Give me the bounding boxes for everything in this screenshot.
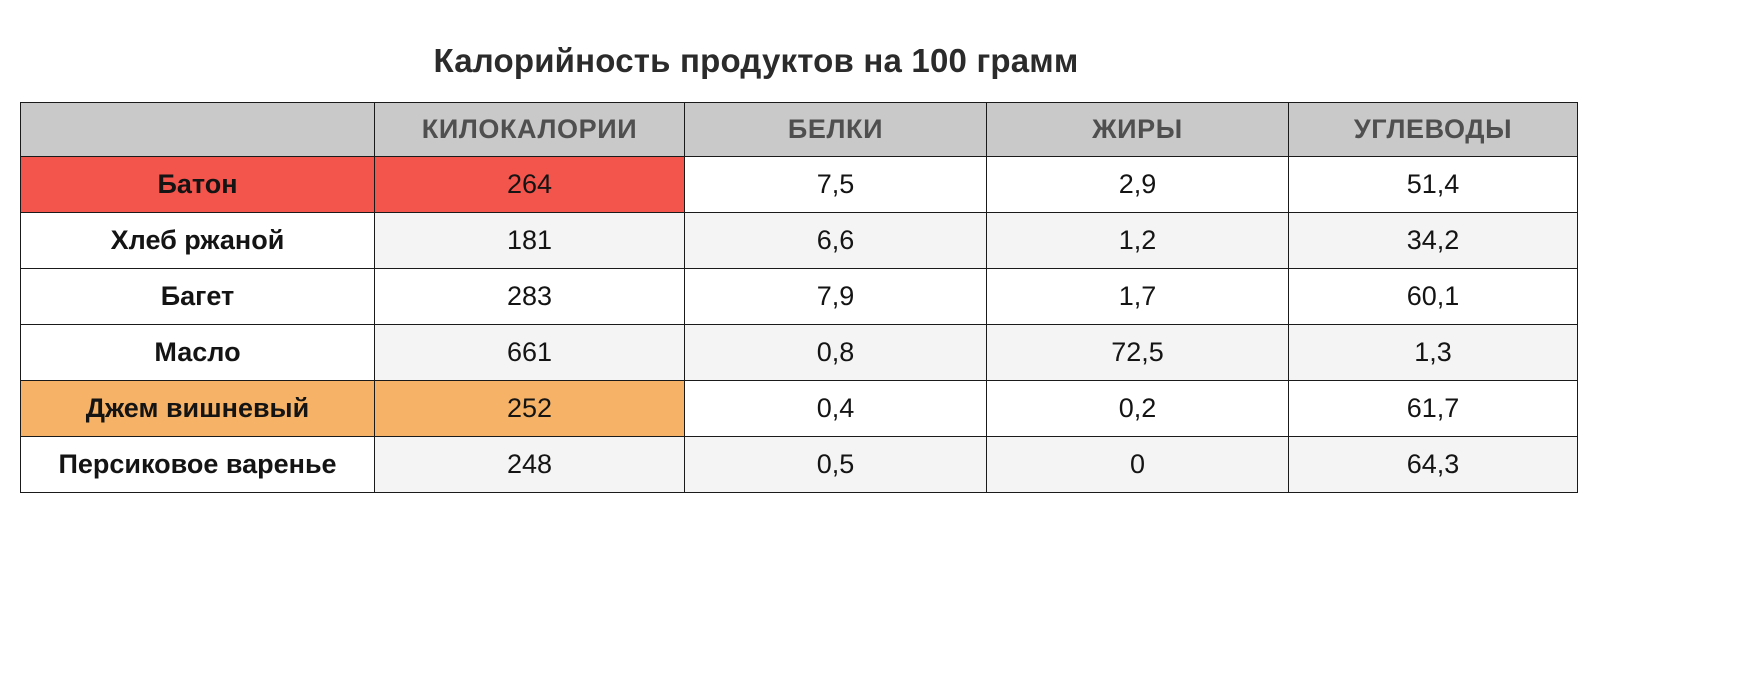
value-cell: 661 <box>374 324 685 381</box>
column-header-cell: ЖИРЫ <box>986 102 1289 157</box>
value-cell: 0,2 <box>986 380 1289 437</box>
table-row: Батон 264 7,5 2,9 51,4 <box>20 156 1578 213</box>
page: Калорийность продуктов на 100 грамм КИЛО… <box>0 42 1758 688</box>
value-cell: 51,4 <box>1288 156 1578 213</box>
value-cell: 64,3 <box>1288 436 1578 493</box>
calories-table: КИЛОКАЛОРИИ БЕЛКИ ЖИРЫ УГЛЕВОДЫ Батон 264 7,5… <box>20 102 1578 493</box>
table-row: Персиковое варенье 248 0,5 0 64,3 <box>20 436 1578 493</box>
row-label-cell: Хлеб ржаной <box>20 212 375 269</box>
value-cell: 252 <box>374 380 685 437</box>
table-row: Масло 661 0,8 72,5 1,3 <box>20 324 1578 381</box>
row-label-cell: Масло <box>20 324 375 381</box>
value-cell: 6,6 <box>684 212 987 269</box>
value-cell: 248 <box>374 436 685 493</box>
column-header-cell: УГЛЕВОДЫ <box>1288 102 1578 157</box>
value-cell: 7,9 <box>684 268 987 325</box>
header-row: КИЛОКАЛОРИИ БЕЛКИ ЖИРЫ УГЛЕВОДЫ <box>20 102 1578 157</box>
value-cell: 60,1 <box>1288 268 1578 325</box>
value-cell: 1,3 <box>1288 324 1578 381</box>
page-title: Калорийность продуктов на 100 грамм <box>433 42 1079 79</box>
value-cell: 181 <box>374 212 685 269</box>
value-cell: 34,2 <box>1288 212 1578 269</box>
row-label-cell: Багет <box>20 268 375 325</box>
value-cell: 0,8 <box>684 324 987 381</box>
corner-header-cell <box>20 102 375 157</box>
value-cell: 264 <box>374 156 685 213</box>
table-row: Багет 283 7,9 1,7 60,1 <box>20 268 1578 325</box>
value-cell: 0,5 <box>684 436 987 493</box>
table-body: Батон 264 7,5 2,9 51,4 Хлеб ржаной 181 6,6 1,2 34… <box>20 156 1578 493</box>
value-cell: 61,7 <box>1288 380 1578 437</box>
value-cell: 2,9 <box>986 156 1289 213</box>
value-cell: 1,7 <box>986 268 1289 325</box>
value-cell: 283 <box>374 268 685 325</box>
table-header: КИЛОКАЛОРИИ БЕЛКИ ЖИРЫ УГЛЕВОДЫ <box>20 102 1578 157</box>
column-header-cell: БЕЛКИ <box>684 102 987 157</box>
table-row: Джем вишневый 252 0,4 0,2 61,7 <box>20 380 1578 437</box>
value-cell: 1,2 <box>986 212 1289 269</box>
value-cell: 7,5 <box>684 156 987 213</box>
row-label-cell: Джем вишневый <box>20 380 375 437</box>
table-row: Хлеб ржаной 181 6,6 1,2 34,2 <box>20 212 1578 269</box>
row-label-cell: Персиковое варенье <box>20 436 375 493</box>
value-cell: 0,4 <box>684 380 987 437</box>
value-cell: 72,5 <box>986 324 1289 381</box>
row-label-cell: Батон <box>20 156 375 213</box>
column-header-cell: КИЛОКАЛОРИИ <box>374 102 685 157</box>
value-cell: 0 <box>986 436 1289 493</box>
